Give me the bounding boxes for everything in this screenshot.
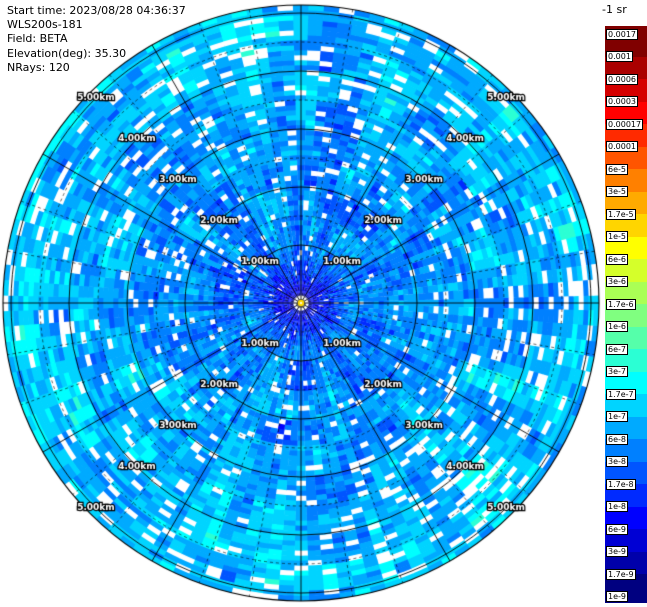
- colorbar-tick-label: 0.0017: [606, 28, 638, 40]
- colorbar-title: -1 sr: [602, 3, 627, 16]
- colorbar-tick-label: 1e-9: [606, 591, 628, 602]
- colorbar-tick-label: 6e-6: [606, 253, 628, 265]
- elevation-label: Elevation(deg): 35.30: [7, 46, 127, 60]
- colorbar-tick-label: 1.7e-5: [606, 208, 636, 220]
- colorbar-tick-label: 3e-7: [606, 366, 628, 377]
- colorbar-tick-label: 1.7e-9: [606, 568, 636, 580]
- colorbar-tick-label: 0.00017: [606, 118, 644, 130]
- colorbar-tick-label: 3e-5: [606, 186, 628, 197]
- colorbar-tick-label: 3e-8: [606, 456, 628, 467]
- colorbar-tick-label: 1e-5: [606, 231, 628, 242]
- colorbar-tick-label: 1.7e-8: [606, 478, 636, 490]
- colorbar-tick-label: 6e-5: [606, 163, 628, 175]
- nrays-label: NRays: 120: [7, 60, 70, 74]
- scan-info: Start time: 2023/08/28 04:36:37 WLS200s-…: [7, 4, 186, 75]
- colorbar: 0.0017 0.001 0.0006 0.0003 0.00017 0.0001 6e-5…: [605, 26, 647, 603]
- colorbar-tick-label: 6e-7: [606, 343, 628, 355]
- colorbar-tick-label: 0.0006: [606, 73, 638, 85]
- colorbar-tick-label: 0.0001: [606, 141, 638, 152]
- colorbar-tick-label: 1.7e-6: [606, 298, 636, 310]
- device-name-label: WLS200s-181: [7, 18, 83, 32]
- colorbar-tick-label: 3e-9: [606, 546, 628, 557]
- colorbar-tick-label: 1.7e-7: [606, 388, 636, 400]
- colorbar-tick-label: 6e-8: [606, 433, 628, 445]
- field-name-label: Field: BETA: [7, 32, 68, 46]
- colorbar-tick-label: 3e-6: [606, 276, 628, 287]
- colorbar-tick-label: 0.0003: [606, 96, 638, 107]
- colorbar-tick-label: 1e-6: [606, 321, 628, 332]
- colorbar-tick-label: 1e-7: [606, 411, 628, 422]
- colorbar-tick-label: 1e-8: [606, 501, 628, 512]
- colorbar-tick-label: 0.001: [606, 51, 633, 62]
- start-time-label: Start time: 2023/08/28 04:36:37: [7, 4, 186, 17]
- colorbar-tick-label: 6e-9: [606, 523, 628, 535]
